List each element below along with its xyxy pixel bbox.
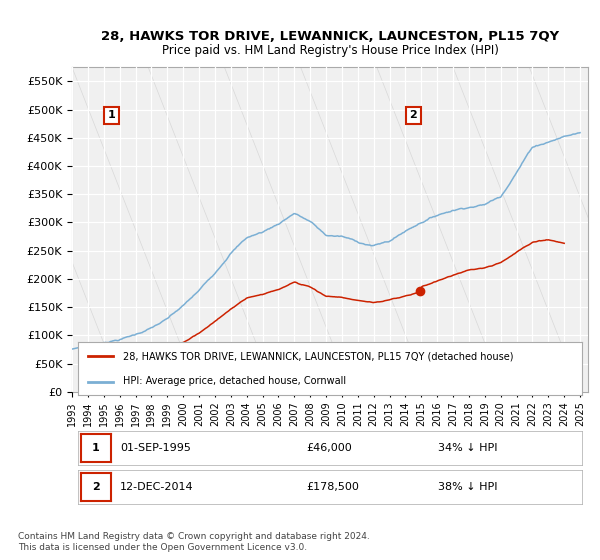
- Text: 2: 2: [409, 110, 417, 120]
- Text: 01-SEP-1995: 01-SEP-1995: [120, 443, 191, 453]
- Text: £46,000: £46,000: [306, 443, 352, 453]
- Text: 1: 1: [108, 110, 116, 120]
- Text: 12-DEC-2014: 12-DEC-2014: [120, 482, 194, 492]
- Text: Contains HM Land Registry data © Crown copyright and database right 2024.
This d: Contains HM Land Registry data © Crown c…: [18, 532, 370, 552]
- Text: 28, HAWKS TOR DRIVE, LEWANNICK, LAUNCESTON, PL15 7QY: 28, HAWKS TOR DRIVE, LEWANNICK, LAUNCEST…: [101, 30, 559, 43]
- Text: 2: 2: [92, 482, 100, 492]
- Text: HPI: Average price, detached house, Cornwall: HPI: Average price, detached house, Corn…: [124, 376, 346, 386]
- Text: 38% ↓ HPI: 38% ↓ HPI: [438, 482, 497, 492]
- Text: 28, HAWKS TOR DRIVE, LEWANNICK, LAUNCESTON, PL15 7QY (detached house): 28, HAWKS TOR DRIVE, LEWANNICK, LAUNCEST…: [124, 352, 514, 362]
- Text: 34% ↓ HPI: 34% ↓ HPI: [438, 443, 497, 453]
- Text: Price paid vs. HM Land Registry's House Price Index (HPI): Price paid vs. HM Land Registry's House …: [161, 44, 499, 57]
- Text: 1: 1: [92, 443, 100, 453]
- Text: £178,500: £178,500: [306, 482, 359, 492]
